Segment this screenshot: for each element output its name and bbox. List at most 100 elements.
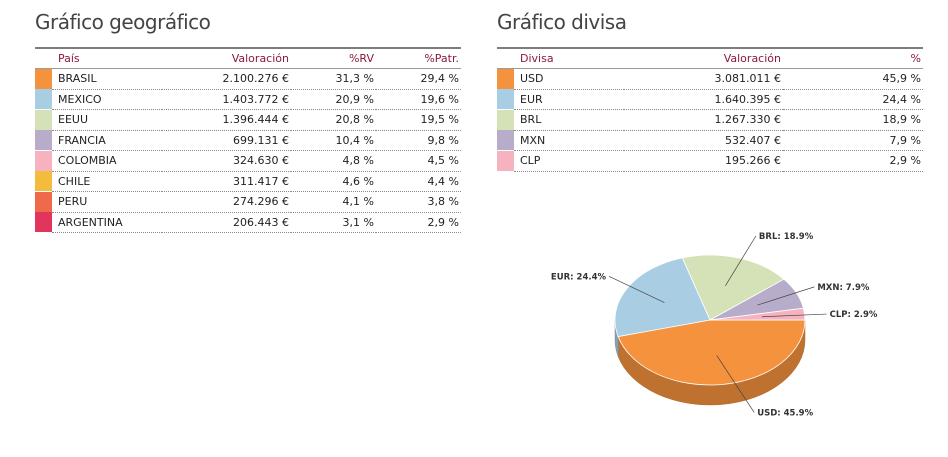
geo-cell-patr: 19,5 % — [376, 109, 461, 131]
currency-cell-pct: 18,9 % — [783, 109, 923, 131]
pie-leader-eur — [608, 276, 665, 303]
currency-cell-value: 1.640.395 € — [624, 89, 783, 110]
geo-color-swatch — [35, 150, 52, 171]
geo-color-swatch — [35, 109, 52, 130]
geo-cell-rv: 10,4 % — [291, 130, 376, 151]
currency-cell-pct: 24,4 % — [783, 89, 923, 110]
currency-cell-name: BRL — [514, 109, 624, 131]
geo-cell-rv: 4,8 % — [291, 150, 376, 172]
geo-table: País Valoración %RV %Patr. BRASIL 2.100.2… — [35, 47, 461, 233]
geo-header-country: País — [52, 47, 162, 69]
geo-swatch-cell — [35, 69, 52, 89]
geo-cell-patr: 19,6 % — [376, 89, 461, 110]
currency-color-swatch — [497, 69, 514, 89]
geo-row: CHILE 311.417 €4,6 % 4,4 % — [35, 171, 461, 192]
currency-row: BRL 1.267.330 €18,9 % — [497, 109, 923, 131]
pie-slice-eur — [614, 257, 711, 338]
pie-label-mxn: MXN: 7.9% — [817, 283, 870, 293]
geo-cell-rv: 20,8 % — [291, 109, 376, 131]
geo-header-valuation: Valoración — [162, 47, 291, 69]
currency-cell-value: 195.266 € — [624, 150, 783, 172]
currency-cell-pct: 2,9 % — [783, 150, 923, 172]
geo-cell-patr: 4,4 % — [376, 171, 461, 192]
geo-color-swatch — [35, 171, 52, 192]
currency-swatch-cell — [497, 89, 514, 110]
geo-row: EEUU 1.396.444 €20,8 % 19,5 % — [35, 109, 461, 131]
pie-leader-brl — [725, 235, 757, 287]
currency-cell-value: 3.081.011 € — [624, 68, 783, 90]
pie-slice-clp — [709, 307, 806, 321]
pie-label-usd: USD: 45.9% — [757, 408, 813, 418]
geo-cell-patr: 4,5 % — [376, 150, 461, 172]
geo-row: COLOMBIA 324.630 €4,8 % 4,5 % — [35, 150, 461, 172]
currency-cell-name: MXN — [514, 130, 624, 151]
currency-header-pct: % — [783, 47, 923, 69]
geo-title: Gráfico geográfico — [35, 10, 211, 34]
geo-swatch-cell — [35, 89, 52, 110]
geo-cell-patr: 2,9 % — [376, 212, 461, 233]
pie-slice-brl — [681, 254, 785, 321]
currency-cell-pct: 45,9 % — [783, 68, 923, 90]
geo-row: MEXICO 1.403.772 €20,9 % 19,6 % — [35, 89, 461, 110]
pie-leader-mxn — [757, 286, 815, 306]
geo-swatch-cell — [35, 109, 52, 131]
currency-color-swatch — [497, 150, 514, 171]
currency-cell-value: 532.407 € — [624, 130, 783, 151]
geo-cell-value: 324.630 € — [162, 150, 291, 172]
currency-cell-name: CLP — [514, 150, 624, 172]
geo-color-swatch — [35, 89, 52, 110]
geo-header-rv: %RV — [291, 47, 376, 69]
geo-cell-name: EEUU — [52, 109, 162, 131]
currency-cell-value: 1.267.330 € — [624, 109, 783, 131]
geo-swatch-cell — [35, 150, 52, 172]
geo-cell-value: 274.296 € — [162, 191, 291, 213]
geo-swatch-cell — [35, 191, 52, 213]
geo-header-swatch — [35, 47, 52, 69]
currency-title: Gráfico divisa — [497, 10, 627, 34]
currency-cell-pct: 7,9 % — [783, 130, 923, 151]
currency-color-swatch — [497, 130, 514, 151]
geo-swatch-cell — [35, 130, 52, 151]
geo-cell-rv: 3,1 % — [291, 212, 376, 233]
geo-cell-name: BRASIL — [52, 68, 162, 90]
geo-color-swatch — [35, 130, 52, 151]
geo-cell-value: 206.443 € — [162, 212, 291, 233]
geo-cell-name: FRANCIA — [52, 130, 162, 151]
geo-cell-rv: 20,9 % — [291, 89, 376, 110]
geo-cell-value: 311.417 € — [162, 171, 291, 192]
geo-cell-name: COLOMBIA — [52, 150, 162, 172]
geo-header-patr: %Patr. — [376, 47, 461, 69]
currency-header-valuation: Valoración — [624, 47, 783, 69]
currency-cell-name: EUR — [514, 89, 624, 110]
currency-swatch-cell — [497, 109, 514, 131]
geo-cell-patr: 3,8 % — [376, 191, 461, 213]
currency-color-swatch — [497, 109, 514, 130]
geo-cell-name: CHILE — [52, 171, 162, 192]
pie-label-clp: CLP: 2.9% — [830, 310, 878, 320]
geo-cell-name: PERU — [52, 191, 162, 213]
geo-cell-value: 1.403.772 € — [162, 89, 291, 110]
geo-row: FRANCIA 699.131 €10,4 % 9,8 % — [35, 130, 461, 151]
pie-label-eur: EUR: 24.4% — [551, 272, 607, 282]
geo-swatch-cell — [35, 212, 52, 233]
geo-cell-rv: 31,3 % — [291, 68, 376, 90]
geo-cell-name: ARGENTINA — [52, 212, 162, 233]
geo-row: BRASIL 2.100.276 €31,3 % 29,4 % — [35, 68, 461, 90]
geo-row: ARGENTINA 206.443 €3,1 % 2,9 % — [35, 212, 461, 233]
geo-color-swatch — [35, 212, 52, 233]
currency-row: USD 3.081.011 €45,9 % — [497, 68, 923, 90]
currency-swatch-cell — [497, 130, 514, 151]
currency-header-currency: Divisa — [514, 47, 624, 69]
currency-swatch-cell — [497, 69, 514, 89]
geo-cell-name: MEXICO — [52, 89, 162, 110]
geo-color-swatch — [35, 191, 52, 212]
geo-cell-value: 699.131 € — [162, 130, 291, 151]
geo-cell-rv: 4,1 % — [291, 191, 376, 213]
geo-cell-rv: 4,6 % — [291, 171, 376, 192]
currency-row: MXN 532.407 €7,9 % — [497, 130, 923, 151]
pie-leader-clp — [762, 313, 827, 318]
geo-color-swatch — [35, 69, 52, 89]
currency-table: Divisa Valoración % USD 3.081.011 €45,9 %… — [497, 47, 923, 172]
geo-cell-patr: 9,8 % — [376, 130, 461, 151]
currency-row: CLP 195.266 €2,9 % — [497, 150, 923, 172]
